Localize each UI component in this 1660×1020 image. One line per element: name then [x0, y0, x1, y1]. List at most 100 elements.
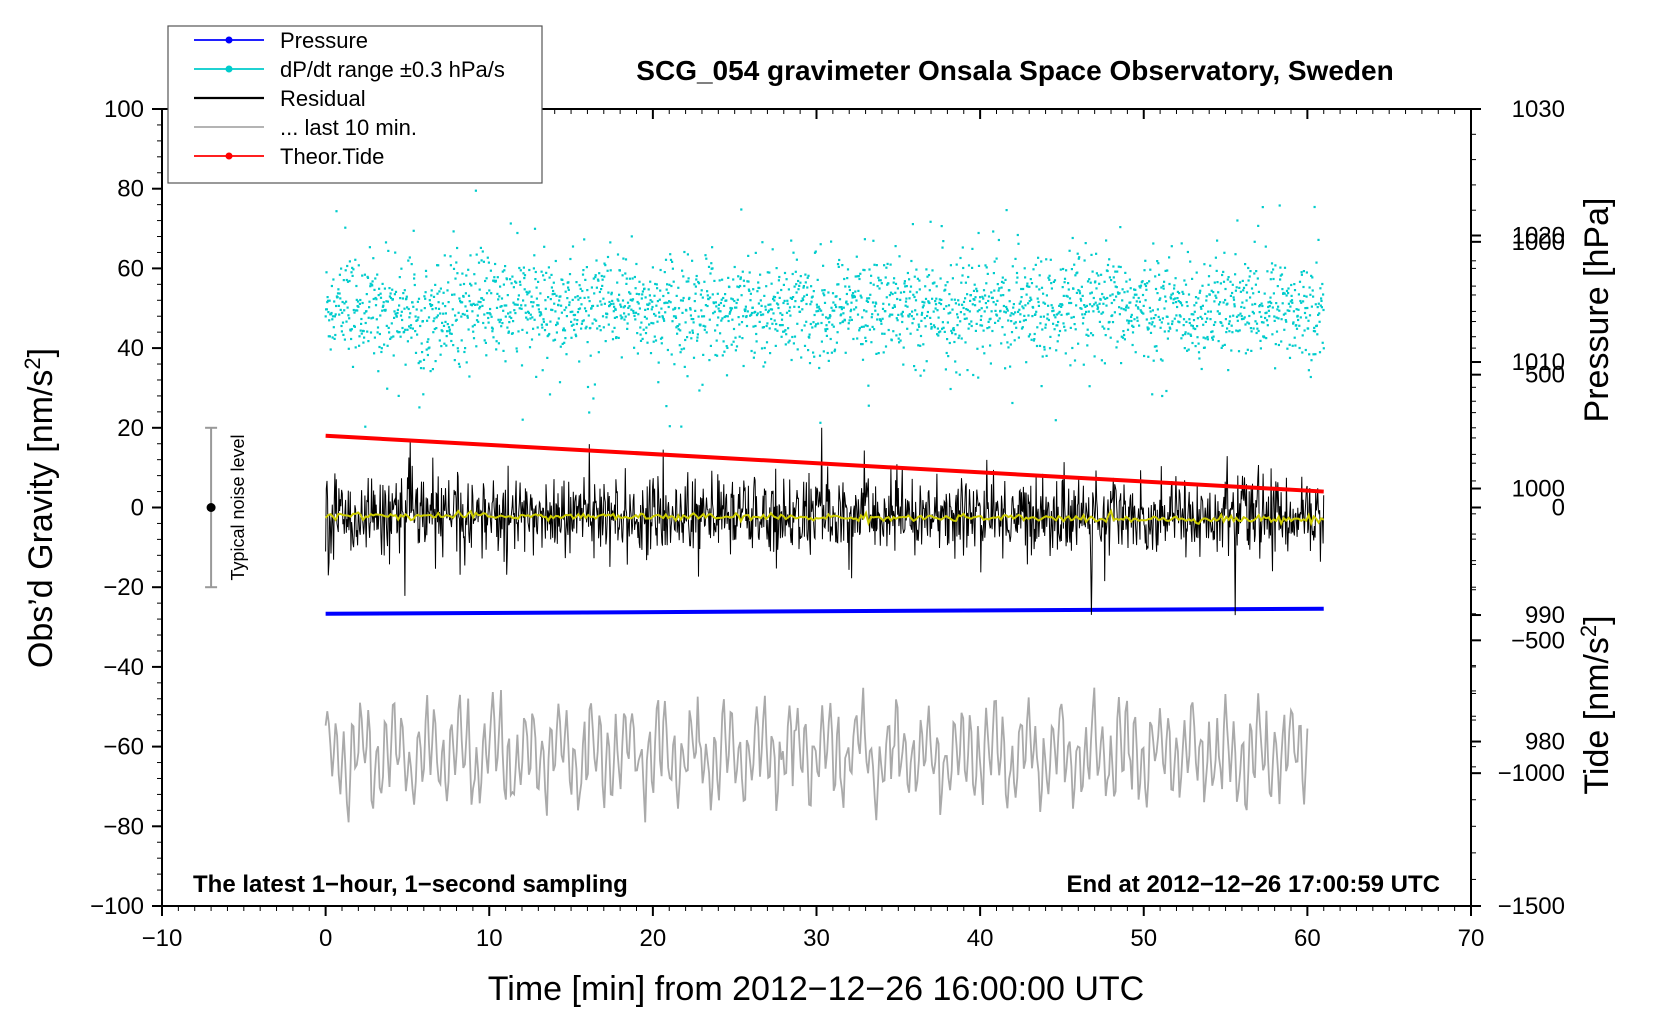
dpdt-point [1254, 320, 1257, 323]
dpdt-point [948, 341, 951, 345]
dpdt-point [573, 328, 576, 332]
dpdt-point [631, 298, 635, 301]
dpdt-point [805, 320, 808, 323]
dpdt-point [1218, 312, 1221, 315]
dpdt-point [1050, 282, 1053, 285]
dpdt-point [925, 268, 928, 271]
dpdt-point [580, 303, 583, 306]
dpdt-point [398, 331, 401, 334]
dpdt-point [1011, 401, 1014, 405]
dpdt-point [1198, 291, 1201, 294]
dpdt-point [1162, 284, 1165, 287]
dpdt-point [856, 337, 859, 340]
dpdt-point [784, 343, 787, 346]
dpdt-point [858, 327, 861, 330]
dpdt-point [1156, 308, 1159, 311]
dpdt-point [1144, 259, 1147, 262]
dpdt-point [1171, 322, 1174, 326]
dpdt-point [533, 318, 536, 321]
dpdt-point [686, 336, 689, 339]
dpdt-point [1038, 274, 1041, 277]
dpdt-point [1277, 317, 1280, 320]
dpdt-point [650, 308, 653, 311]
dpdt-point [780, 288, 783, 292]
dpdt-point [719, 301, 722, 305]
dpdt-point [839, 322, 842, 325]
dpdt-point [1040, 286, 1044, 289]
dpdt-point [802, 286, 805, 289]
dpdt-point [509, 311, 512, 314]
dpdt-point [615, 316, 618, 319]
dpdt-point [918, 325, 921, 328]
dpdt-point [432, 320, 435, 323]
dpdt-point [1169, 297, 1173, 300]
dpdt-point [616, 298, 619, 301]
dpdt-point [485, 277, 488, 280]
dpdt-point [1280, 273, 1284, 276]
dpdt-point [1304, 348, 1307, 352]
dpdt-point [1267, 309, 1270, 312]
dpdt-point [574, 333, 577, 336]
dpdt-point [1207, 275, 1211, 278]
dpdt-point [647, 303, 650, 306]
dpdt-point [1115, 286, 1118, 289]
dpdt-point [1278, 204, 1281, 207]
dpdt-point [1063, 325, 1066, 328]
dpdt-point [353, 325, 356, 328]
dpdt-point [1191, 341, 1194, 345]
dpdt-point [1277, 305, 1280, 308]
dpdt-point [691, 329, 694, 332]
dpdt-point [669, 258, 673, 261]
dpdt-point [1129, 287, 1132, 290]
dpdt-point [749, 292, 752, 295]
dpdt-point [813, 313, 816, 317]
dpdt-point [442, 291, 445, 294]
dpdt-point [1211, 338, 1214, 341]
dpdt-point [820, 340, 823, 343]
dpdt-point [935, 285, 938, 288]
dpdt-point [859, 272, 862, 275]
dpdt-point [754, 324, 757, 328]
dpdt-point [391, 288, 394, 291]
dpdt-point [799, 275, 802, 278]
dpdt-point [657, 381, 660, 384]
dpdt-point [390, 336, 393, 339]
dpdt-point [1151, 321, 1154, 324]
dpdt-point [376, 326, 380, 329]
dpdt-point [798, 284, 801, 287]
dpdt-point [1287, 287, 1290, 290]
dpdt-point [745, 324, 749, 328]
dpdt-point [760, 347, 764, 350]
dpdt-point [906, 305, 909, 308]
dpdt-point [575, 281, 578, 284]
dpdt-point [1228, 320, 1231, 323]
dpdt-point [1008, 300, 1011, 303]
dpdt-point [681, 311, 684, 314]
dpdt-point [505, 304, 508, 307]
dpdt-point [1229, 294, 1232, 297]
dpdt-point [606, 269, 609, 272]
dpdt-point [565, 306, 568, 309]
dpdt-point [580, 327, 583, 330]
legend-label: dP/dt range ±0.3 hPa/s [280, 57, 505, 82]
dpdt-point [616, 281, 619, 284]
dpdt-point [434, 283, 437, 286]
dpdt-point [692, 356, 696, 359]
dpdt-point [420, 342, 423, 345]
dpdt-point [632, 309, 635, 313]
dpdt-point [1007, 319, 1010, 322]
dpdt-point [503, 304, 506, 307]
dpdt-point [1167, 322, 1170, 325]
x-tick-label: 70 [1458, 925, 1485, 952]
dpdt-point [823, 289, 826, 292]
dpdt-point [453, 293, 456, 296]
dpdt-point [501, 270, 504, 273]
dpdt-point [576, 311, 580, 314]
dpdt-point [1226, 327, 1229, 330]
dpdt-point [1205, 295, 1208, 298]
dpdt-point [662, 294, 665, 298]
dpdt-point [506, 294, 509, 297]
dpdt-point [889, 263, 892, 266]
dpdt-point [555, 323, 558, 327]
